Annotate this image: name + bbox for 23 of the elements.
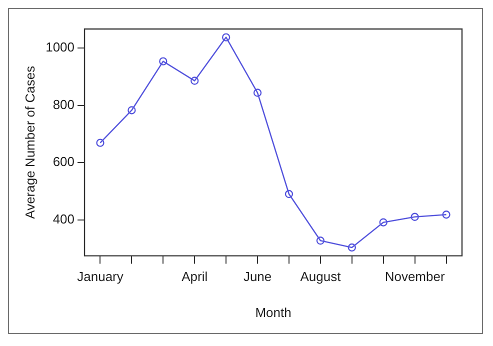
point: [190, 76, 199, 85]
point: [284, 190, 294, 198]
x-tick-label: April: [182, 269, 208, 284]
point: [222, 33, 230, 42]
point: [442, 210, 450, 219]
point: [379, 218, 388, 226]
point: [410, 212, 419, 222]
y-tick-label: 800: [52, 96, 75, 112]
x-tick-label: August: [300, 269, 342, 284]
point: [128, 106, 136, 114]
x-tick-label: November: [384, 269, 446, 284]
point: [348, 243, 356, 252]
y-tick-label: 400: [52, 211, 75, 226]
point: [253, 88, 262, 97]
y-axis-title: Average Number of Cases: [22, 65, 38, 219]
x-tick-label: June: [243, 269, 272, 284]
y-tick-label: 600: [52, 154, 75, 170]
point: [316, 236, 325, 245]
point: [159, 57, 168, 66]
x-axis-title: Month: [255, 304, 292, 320]
x-tick-label: January: [77, 269, 124, 284]
point: [96, 138, 104, 147]
y-tick-label: 1000: [46, 40, 75, 55]
